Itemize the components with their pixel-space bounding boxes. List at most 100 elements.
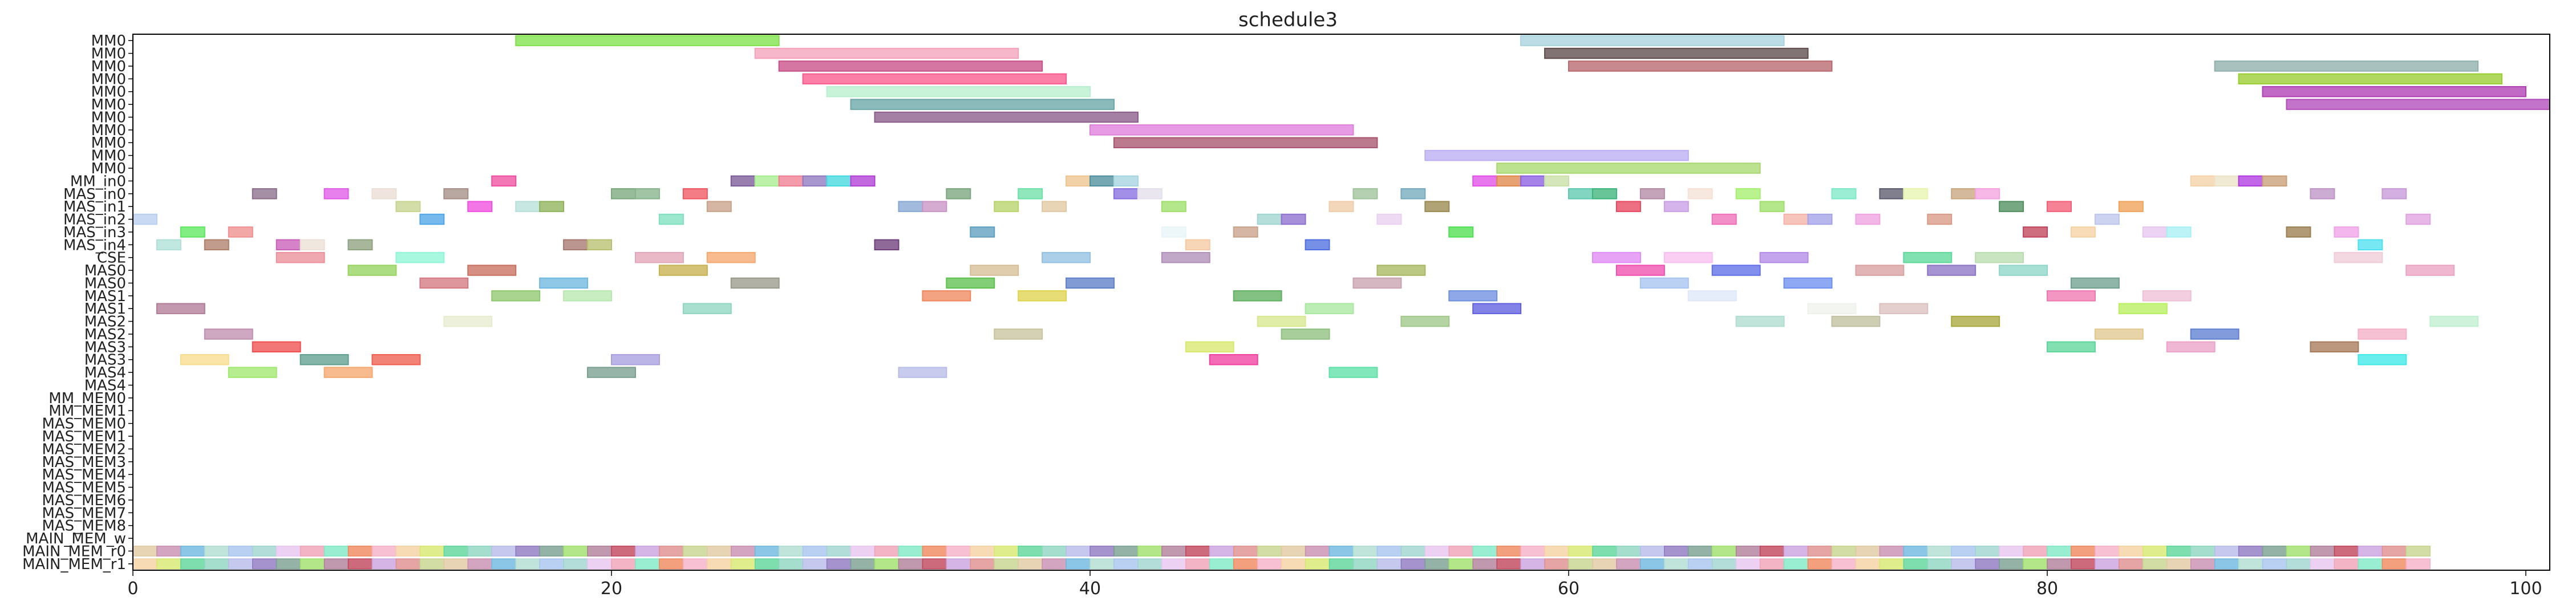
task-bar-mm0 xyxy=(850,99,1115,110)
memory-cell-main-mem-r1 xyxy=(850,558,876,570)
task-bar-mas-in0 xyxy=(1903,188,1929,200)
task-bar-cse xyxy=(1903,251,1953,263)
memory-cell-main-mem-r1 xyxy=(1209,558,1234,570)
task-bar-mas-in3 xyxy=(1448,226,1474,238)
memory-cell-main-mem-r1 xyxy=(299,558,325,570)
memory-cell-main-mem-r0 xyxy=(276,545,301,557)
memory-cell-main-mem-r1 xyxy=(1927,558,1952,570)
task-bar-mas4 xyxy=(898,367,947,378)
memory-cell-main-mem-r0 xyxy=(1328,545,1354,557)
memory-cell-main-mem-r1 xyxy=(515,558,540,570)
task-bar-mas1 xyxy=(491,290,541,302)
memory-cell-main-mem-r0 xyxy=(2238,545,2263,557)
y-tick-label: MM0 xyxy=(91,135,126,152)
memory-cell-main-mem-r0 xyxy=(1975,545,2000,557)
memory-cell-main-mem-r0 xyxy=(1520,545,1545,557)
memory-cell-main-mem-r1 xyxy=(419,558,445,570)
memory-cell-main-mem-r1 xyxy=(707,558,732,570)
task-bar-mas2 xyxy=(1281,328,1330,340)
task-bar-mas-in0 xyxy=(1951,188,1976,200)
task-bar-mas2 xyxy=(2429,315,2479,327)
memory-cell-main-mem-r0 xyxy=(1376,545,1402,557)
task-bar-mas0 xyxy=(2405,265,2455,276)
task-bar-mm-in0 xyxy=(1066,175,1091,187)
memory-cell-main-mem-r1 xyxy=(1066,558,1091,570)
y-tick-label: MM0 xyxy=(91,160,126,177)
task-bar-mas-in1 xyxy=(706,201,732,212)
task-bar-mas2 xyxy=(204,328,253,340)
memory-cell-main-mem-r1 xyxy=(1042,558,1067,570)
memory-cell-main-mem-r1 xyxy=(395,558,421,570)
task-bar-mas-in3 xyxy=(2023,226,2048,238)
task-bar-mas3 xyxy=(611,354,660,366)
task-bar-mas-in2 xyxy=(1257,213,1282,225)
memory-cell-main-mem-r0 xyxy=(1400,545,1426,557)
memory-cell-main-mem-r1 xyxy=(132,558,157,570)
task-bar-mm0 xyxy=(826,86,1091,98)
memory-cell-main-mem-r0 xyxy=(419,545,445,557)
task-bar-mas0 xyxy=(1639,277,1689,289)
memory-cell-main-mem-r0 xyxy=(1018,545,1043,557)
task-bar-mas-in0 xyxy=(1879,188,1905,200)
task-bar-mas-in0 xyxy=(1137,188,1163,200)
task-bar-mas-in3 xyxy=(2166,226,2192,238)
memory-cell-main-mem-r0 xyxy=(1783,545,1809,557)
memory-cell-main-mem-r0 xyxy=(2214,545,2239,557)
memory-cell-main-mem-r1 xyxy=(1759,558,1785,570)
memory-cell-main-mem-r1 xyxy=(826,558,852,570)
x-tick-label: 0 xyxy=(127,579,138,599)
memory-cell-main-mem-r0 xyxy=(443,545,469,557)
task-bar-mas3 xyxy=(2310,341,2359,353)
task-bar-mas2 xyxy=(1735,315,1785,327)
memory-cell-main-mem-r0 xyxy=(778,545,804,557)
task-bar-mas1 xyxy=(1687,290,1737,302)
memory-cell-main-mem-r0 xyxy=(850,545,876,557)
task-bar-mm0 xyxy=(2214,60,2479,72)
memory-cell-main-mem-r0 xyxy=(371,545,397,557)
y-tick-label: MAS_MEM2 xyxy=(42,441,126,458)
memory-cell-main-mem-r1 xyxy=(1520,558,1545,570)
y-tick-label: MAS_MEM0 xyxy=(42,416,126,433)
memory-cell-main-mem-r0 xyxy=(1209,545,1234,557)
task-bar-mm-in0 xyxy=(850,175,876,187)
memory-cell-main-mem-r0 xyxy=(1592,545,1617,557)
memory-cell-main-mem-r1 xyxy=(1400,558,1426,570)
task-bar-mas-in4 xyxy=(1305,239,1330,251)
task-bar-mm-in0 xyxy=(802,175,828,187)
task-bar-mas-in1 xyxy=(539,201,565,212)
task-bar-mm0 xyxy=(1113,137,1378,148)
memory-cell-main-mem-r1 xyxy=(2310,558,2335,570)
memory-cell-main-mem-r1 xyxy=(994,558,1019,570)
memory-cell-main-mem-r0 xyxy=(2047,545,2072,557)
task-bar-cse xyxy=(395,251,445,263)
task-bar-mm0 xyxy=(515,35,780,46)
task-bar-mas-in2 xyxy=(1855,213,1881,225)
memory-cell-main-mem-r1 xyxy=(1735,558,1761,570)
memory-cell-main-mem-r0 xyxy=(1233,545,1258,557)
task-bar-mas0 xyxy=(2070,277,2120,289)
memory-cell-main-mem-r0 xyxy=(2166,545,2192,557)
task-bar-mas1 xyxy=(2047,290,2096,302)
task-bar-mas-in0 xyxy=(1831,188,1857,200)
memory-cell-main-mem-r0 xyxy=(2119,545,2144,557)
task-bar-mas3 xyxy=(299,354,349,366)
memory-cell-main-mem-r1 xyxy=(1305,558,1330,570)
memory-cell-main-mem-r0 xyxy=(946,545,971,557)
x-tick-label: 20 xyxy=(601,579,622,599)
y-tick-label: MAS_MEM8 xyxy=(42,518,126,535)
memory-cell-main-mem-r1 xyxy=(2405,558,2431,570)
task-bar-mas-in1 xyxy=(2118,201,2144,212)
task-bar-mas1 xyxy=(1472,303,1522,314)
memory-cell-main-mem-r0 xyxy=(323,545,349,557)
task-bar-mas-in1 xyxy=(2047,201,2072,212)
y-tick-label: MAS_in0 xyxy=(63,186,126,203)
task-bar-cse xyxy=(1591,251,1641,263)
task-bar-mas-in1 xyxy=(395,201,421,212)
task-bar-mas0 xyxy=(1066,277,1115,289)
task-bar-mas-in3 xyxy=(180,226,205,238)
memory-cell-main-mem-r0 xyxy=(994,545,1019,557)
task-bar-mm-in0 xyxy=(1472,175,1498,187)
task-bar-mas-in2 xyxy=(2405,213,2431,225)
task-bar-mas-in0 xyxy=(611,188,636,200)
memory-cell-main-mem-r0 xyxy=(2358,545,2383,557)
